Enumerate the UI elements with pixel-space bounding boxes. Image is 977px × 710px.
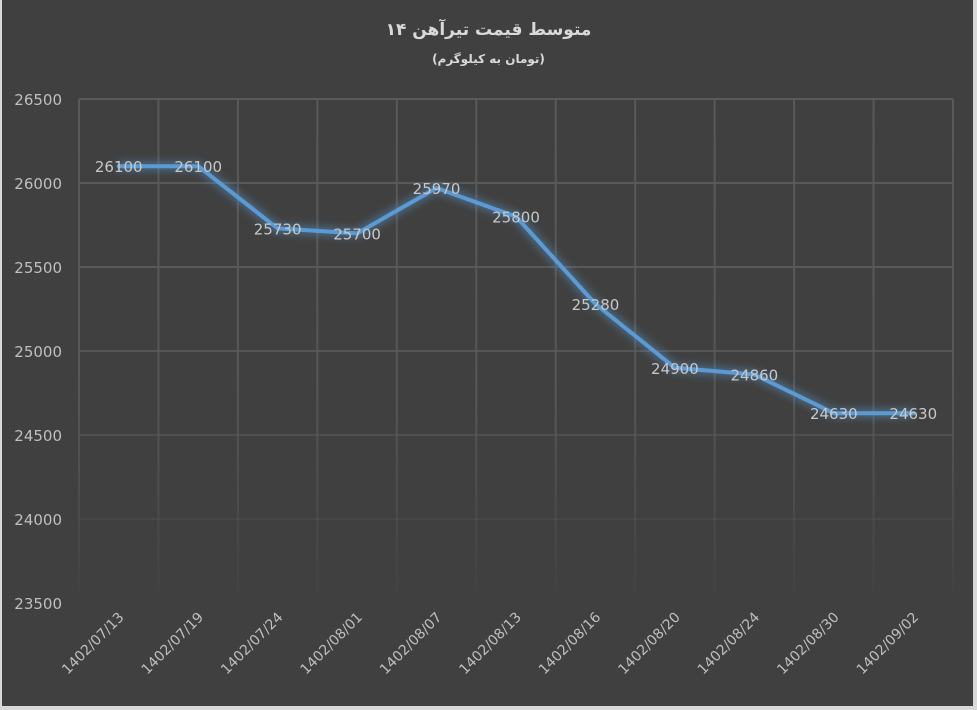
data-label: 24630: [889, 405, 937, 423]
data-label: 26100: [174, 158, 222, 176]
x-axis: 1402/07/13 1402/07/19 1402/07/24 1402/08/01…: [59, 609, 922, 677]
y-axis: 26500 26000 25500 25000 24500 24000 23500: [14, 91, 62, 613]
x-tick-label: 1402/08/24: [695, 609, 763, 677]
y-tick-label: 25000: [14, 343, 62, 361]
x-tick-label: 1402/08/01: [298, 610, 366, 678]
x-tick-label: 1402/08/13: [456, 610, 524, 678]
y-tick-label: 23500: [14, 595, 62, 613]
y-tick-label: 24500: [14, 427, 62, 445]
y-tick-label: 24000: [14, 511, 62, 529]
series-line: [116, 164, 916, 416]
x-tick-label: 1402/08/07: [377, 610, 445, 678]
data-label: 24860: [731, 367, 779, 385]
data-label: 25800: [492, 209, 540, 227]
data-label: 25730: [254, 220, 302, 238]
data-series: [116, 161, 916, 418]
x-tick-label: 1402/08/30: [774, 610, 842, 678]
gridlines: [78, 98, 954, 604]
data-label: 25970: [413, 180, 461, 198]
data-label: 24630: [810, 405, 858, 423]
chart-title: متوسط قیمت تیرآهن ۱۴: [385, 20, 592, 40]
x-tick-label: 1402/07/24: [218, 609, 286, 677]
x-tick-label: 1402/08/20: [615, 610, 683, 678]
data-label: 25700: [333, 225, 381, 243]
data-labels: 26100 26100 25730 25700 25970 25800 25280 24900…: [95, 158, 937, 423]
x-tick-label: 1402/09/02: [854, 610, 922, 678]
y-tick-label: 25500: [14, 259, 62, 277]
data-label: 26100: [95, 158, 143, 176]
x-tick-label: 1402/07/19: [139, 610, 207, 678]
data-label: 25280: [572, 296, 620, 314]
x-tick-label: 1402/08/16: [536, 609, 604, 677]
data-label: 24900: [651, 360, 699, 378]
x-tick-label: 1402/07/13: [59, 610, 127, 678]
y-tick-label: 26500: [14, 91, 62, 109]
chart-subtitle: (تومان به کیلوگرم): [432, 52, 545, 66]
y-tick-label: 26000: [14, 175, 62, 193]
